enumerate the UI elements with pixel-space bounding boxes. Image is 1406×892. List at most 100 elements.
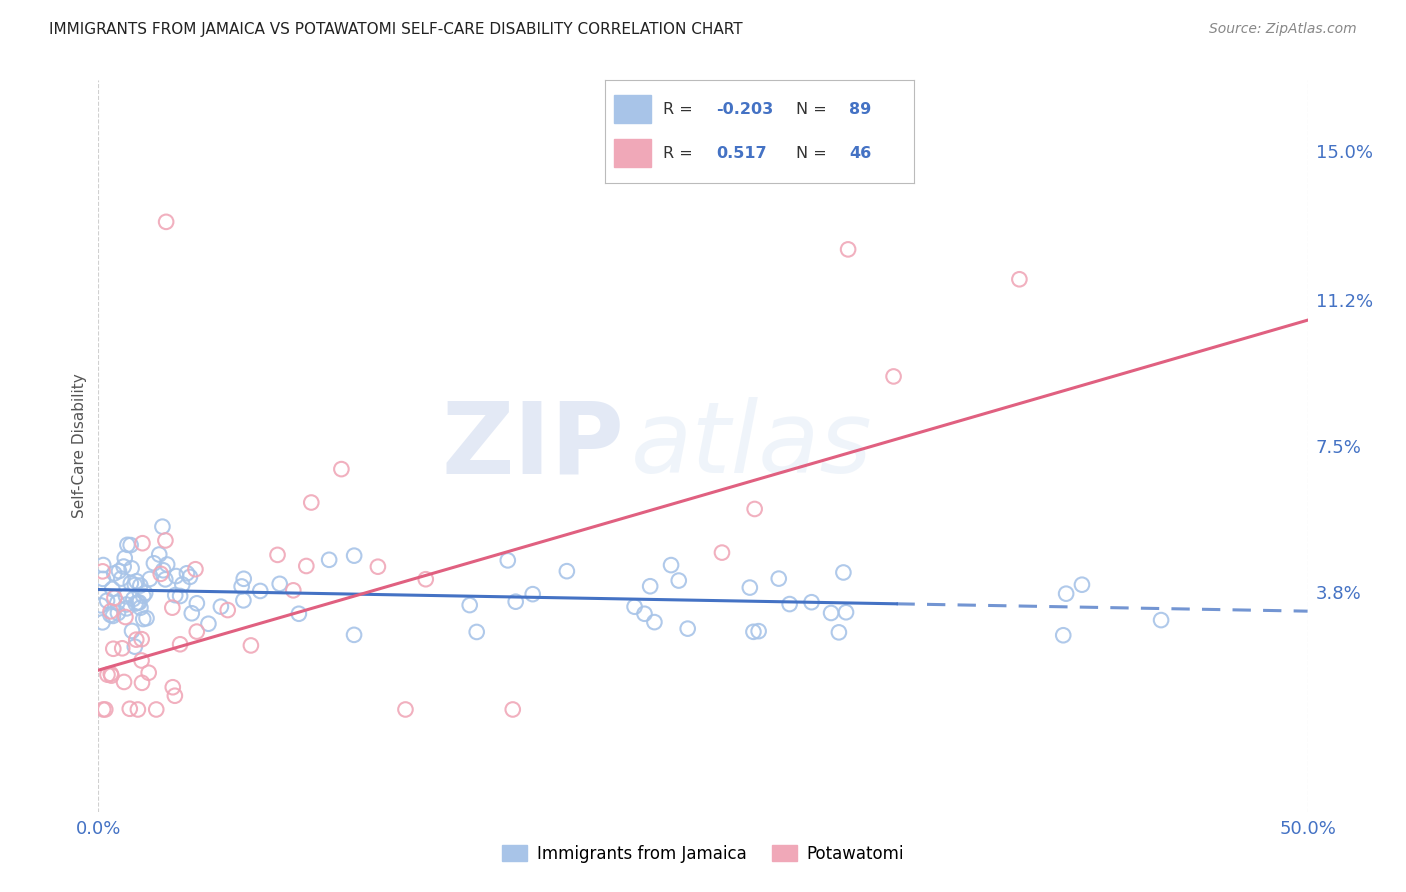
Text: 46: 46 xyxy=(849,145,872,161)
Y-axis label: Self-Care Disability: Self-Care Disability xyxy=(72,374,87,518)
Point xyxy=(155,215,177,229)
Point xyxy=(184,562,207,576)
Bar xyxy=(614,95,651,123)
Point xyxy=(197,616,219,631)
Point xyxy=(169,637,191,651)
Point xyxy=(94,702,117,716)
Legend: Immigrants from Jamaica, Potawatomi: Immigrants from Jamaica, Potawatomi xyxy=(495,838,911,869)
Point xyxy=(115,601,138,615)
Point xyxy=(128,595,150,609)
Point xyxy=(505,595,527,609)
Point xyxy=(100,668,122,682)
Point xyxy=(129,600,152,615)
Point xyxy=(118,702,141,716)
Point xyxy=(748,624,770,639)
Point xyxy=(90,599,112,613)
Point xyxy=(318,553,340,567)
Point xyxy=(623,599,645,614)
Point xyxy=(112,559,135,574)
Point xyxy=(169,589,191,603)
Point xyxy=(1052,628,1074,642)
Point xyxy=(100,607,122,622)
Point xyxy=(738,581,761,595)
Text: 89: 89 xyxy=(849,102,872,117)
Point xyxy=(142,556,165,570)
Point xyxy=(266,548,288,562)
Point xyxy=(115,589,138,603)
Point xyxy=(496,553,519,567)
Point xyxy=(231,579,253,593)
Point xyxy=(112,675,135,690)
Point xyxy=(131,536,153,550)
Point xyxy=(638,579,661,593)
Point xyxy=(121,561,143,575)
Point xyxy=(115,598,138,612)
Point xyxy=(394,702,416,716)
Point xyxy=(330,462,353,476)
Point xyxy=(163,689,186,703)
Point xyxy=(249,584,271,599)
Point xyxy=(668,574,690,588)
Point xyxy=(96,593,118,607)
Point xyxy=(883,369,905,384)
Point xyxy=(768,572,790,586)
Text: R =: R = xyxy=(664,102,699,117)
Point xyxy=(1008,272,1031,286)
Point xyxy=(91,572,114,586)
Point xyxy=(145,702,167,716)
Point xyxy=(165,569,187,583)
Point xyxy=(458,598,481,612)
Point xyxy=(165,588,187,602)
Point xyxy=(779,597,801,611)
Point xyxy=(299,495,322,509)
Point xyxy=(288,607,311,621)
Point xyxy=(103,566,125,581)
Point xyxy=(91,615,114,630)
Point xyxy=(105,596,128,610)
Point xyxy=(659,558,682,573)
Text: IMMIGRANTS FROM JAMAICA VS POTAWATOMI SELF-CARE DISABILITY CORRELATION CHART: IMMIGRANTS FROM JAMAICA VS POTAWATOMI SE… xyxy=(49,22,742,37)
Point xyxy=(138,665,160,680)
Point xyxy=(162,680,184,694)
Point xyxy=(152,519,174,533)
Point xyxy=(127,596,149,610)
Point xyxy=(101,582,124,596)
Point xyxy=(415,572,437,586)
Point xyxy=(91,702,114,716)
Point xyxy=(124,597,146,611)
Text: Source: ZipAtlas.com: Source: ZipAtlas.com xyxy=(1209,22,1357,37)
Point xyxy=(1150,613,1173,627)
Point xyxy=(269,577,291,591)
Point xyxy=(1054,587,1077,601)
Point xyxy=(179,570,201,584)
Text: R =: R = xyxy=(664,145,703,161)
Point xyxy=(131,653,153,667)
Point xyxy=(180,607,202,621)
Point xyxy=(108,564,131,578)
Point xyxy=(100,666,122,681)
Point xyxy=(103,641,125,656)
Point xyxy=(121,624,143,638)
Point xyxy=(820,606,842,620)
Point xyxy=(91,558,114,572)
Point xyxy=(134,586,156,600)
Point xyxy=(837,243,859,257)
Bar xyxy=(614,139,651,168)
Point xyxy=(132,589,155,603)
Point xyxy=(676,622,699,636)
Point xyxy=(131,676,153,690)
Point xyxy=(103,591,125,605)
Text: 0.517: 0.517 xyxy=(716,145,766,161)
Point xyxy=(710,546,733,560)
Point xyxy=(125,632,148,647)
Point xyxy=(283,583,305,598)
Point xyxy=(367,559,389,574)
Point xyxy=(149,566,172,581)
Point xyxy=(114,551,136,566)
Point xyxy=(124,640,146,654)
Point xyxy=(156,558,179,572)
Point xyxy=(555,564,578,578)
Point xyxy=(633,607,655,621)
Point xyxy=(132,612,155,626)
Point xyxy=(295,559,318,574)
